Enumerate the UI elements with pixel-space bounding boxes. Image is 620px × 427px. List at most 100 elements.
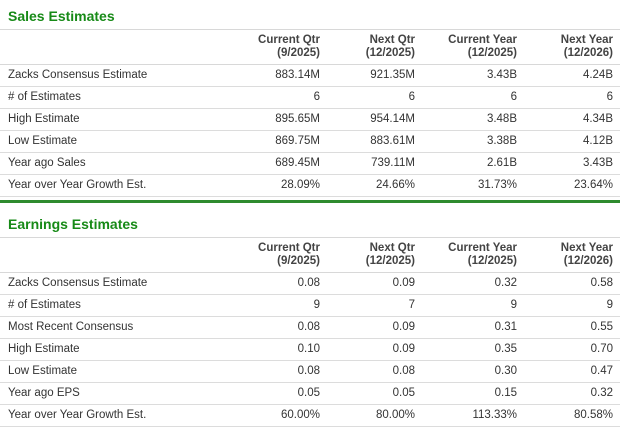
- column-header: Current Year (12/2025): [415, 29, 517, 65]
- column-header: Current Qtr (9/2025): [230, 29, 320, 65]
- value-cell: 3.38B: [415, 130, 517, 153]
- sales-estimates-title: Sales Estimates: [8, 8, 115, 24]
- value-cell: 4.12B: [517, 130, 620, 153]
- column-header-date: (12/2025): [365, 255, 415, 267]
- column-header-date: (12/2026): [563, 47, 613, 59]
- column-header-period: Current Year: [448, 34, 517, 46]
- column-header-period: Current Qtr: [258, 34, 320, 46]
- table-row: Year ago EPS 0.05 0.05 0.15 0.32: [0, 382, 620, 405]
- value-cell: 0.09: [320, 272, 415, 295]
- sales-estimates-table: Current Qtr (9/2025) Next Qtr (12/2025) Curr…: [0, 29, 620, 197]
- value-cell: 28.09%: [230, 174, 320, 197]
- column-header-date: (9/2025): [277, 255, 320, 267]
- value-cell: 0.09: [320, 316, 415, 339]
- table-row: Most Recent Consensus 0.08 0.09 0.31 0.55: [0, 316, 620, 339]
- table-row: Zacks Consensus Estimate 883.14M 921.35M 3.…: [0, 64, 620, 87]
- value-cell: 80.00%: [320, 404, 415, 427]
- table-row: # of Estimates 6 6 6 6: [0, 86, 620, 109]
- value-cell: 0.58: [517, 272, 620, 295]
- value-cell: 954.14M: [320, 108, 415, 131]
- column-header-period: Next Year: [560, 242, 613, 254]
- value-cell: 6: [517, 86, 620, 109]
- value-cell: 0.31: [415, 316, 517, 339]
- column-header: Next Qtr (12/2025): [320, 237, 415, 273]
- value-cell: 23.64%: [517, 174, 620, 197]
- value-cell: 9: [517, 294, 620, 317]
- value-cell: 0.10: [230, 338, 320, 361]
- value-cell: 0.30: [415, 360, 517, 383]
- column-header-date: (12/2026): [563, 255, 613, 267]
- value-cell: 0.08: [320, 360, 415, 383]
- value-cell: 4.34B: [517, 108, 620, 131]
- value-cell: 0.47: [517, 360, 620, 383]
- value-cell: 9: [230, 294, 320, 317]
- column-header-date: (12/2025): [365, 47, 415, 59]
- table-row: High Estimate 895.65M 954.14M 3.48B 4.34B: [0, 108, 620, 131]
- value-cell: 689.45M: [230, 152, 320, 175]
- column-header-period: Next Qtr: [369, 34, 415, 46]
- table-row: High Estimate 0.10 0.09 0.35 0.70: [0, 338, 620, 361]
- column-header: Next Year (12/2026): [517, 29, 620, 65]
- earnings-estimates-section: Earnings Estimates Current Qtr (9/2025) Ne…: [0, 203, 620, 427]
- value-cell: 0.08: [230, 316, 320, 339]
- value-cell: 895.65M: [230, 108, 320, 131]
- value-cell: 921.35M: [320, 64, 415, 87]
- row-label: Year over Year Growth Est.: [0, 174, 230, 197]
- row-label: Year ago Sales: [0, 152, 230, 175]
- value-cell: 0.09: [320, 338, 415, 361]
- table-row: # of Estimates 9 7 9 9: [0, 294, 620, 317]
- table-row: Low Estimate 869.75M 883.61M 3.38B 4.12B: [0, 130, 620, 153]
- value-cell: 0.08: [230, 272, 320, 295]
- value-cell: 6: [230, 86, 320, 109]
- value-cell: 3.48B: [415, 108, 517, 131]
- row-label: # of Estimates: [0, 86, 230, 109]
- row-label-header: [0, 29, 230, 65]
- value-cell: 0.70: [517, 338, 620, 361]
- row-label: Zacks Consensus Estimate: [0, 272, 230, 295]
- value-cell: 3.43B: [415, 64, 517, 87]
- sales-estimates-section: Sales Estimates Current Qtr (9/2025) Next …: [0, 0, 620, 197]
- value-cell: 0.32: [415, 272, 517, 295]
- value-cell: 6: [415, 86, 517, 109]
- column-header-row: Current Qtr (9/2025) Next Qtr (12/2025) Curr…: [0, 237, 620, 273]
- value-cell: 80.58%: [517, 404, 620, 427]
- value-cell: 0.15: [415, 382, 517, 405]
- value-cell: 31.73%: [415, 174, 517, 197]
- value-cell: 60.00%: [230, 404, 320, 427]
- value-cell: 739.11M: [320, 152, 415, 175]
- value-cell: 4.24B: [517, 64, 620, 87]
- value-cell: 6: [320, 86, 415, 109]
- row-label: Low Estimate: [0, 130, 230, 153]
- column-header-period: Current Year: [448, 242, 517, 254]
- column-header-period: Next Qtr: [369, 242, 415, 254]
- value-cell: 2.61B: [415, 152, 517, 175]
- row-label-header: [0, 237, 230, 273]
- value-cell: 0.35: [415, 338, 517, 361]
- column-header: Current Year (12/2025): [415, 237, 517, 273]
- column-header-period: Next Year: [560, 34, 613, 46]
- table-row: Year over Year Growth Est. 28.09% 24.66% 31…: [0, 174, 620, 197]
- column-header-date: (9/2025): [277, 47, 320, 59]
- column-header-date: (12/2025): [467, 255, 517, 267]
- row-label: Zacks Consensus Estimate: [0, 64, 230, 87]
- table-row: Year over Year Growth Est. 60.00% 80.00% 11…: [0, 404, 620, 427]
- table-row: Low Estimate 0.08 0.08 0.30 0.47: [0, 360, 620, 383]
- earnings-estimates-table: Current Qtr (9/2025) Next Qtr (12/2025) Curr…: [0, 237, 620, 427]
- value-cell: 883.14M: [230, 64, 320, 87]
- section-divider: [0, 200, 620, 203]
- value-cell: 0.05: [320, 382, 415, 405]
- value-cell: 113.33%: [415, 404, 517, 427]
- value-cell: 869.75M: [230, 130, 320, 153]
- value-cell: 883.61M: [320, 130, 415, 153]
- value-cell: 0.08: [230, 360, 320, 383]
- row-label: Most Recent Consensus: [0, 316, 230, 339]
- row-label: Year over Year Growth Est.: [0, 404, 230, 427]
- row-label: Year ago EPS: [0, 382, 230, 405]
- value-cell: 3.43B: [517, 152, 620, 175]
- column-header: Current Qtr (9/2025): [230, 237, 320, 273]
- column-header: Next Year (12/2026): [517, 237, 620, 273]
- table-row: Zacks Consensus Estimate 0.08 0.09 0.32 0.58: [0, 272, 620, 295]
- value-cell: 9: [415, 294, 517, 317]
- value-cell: 24.66%: [320, 174, 415, 197]
- row-label: High Estimate: [0, 338, 230, 361]
